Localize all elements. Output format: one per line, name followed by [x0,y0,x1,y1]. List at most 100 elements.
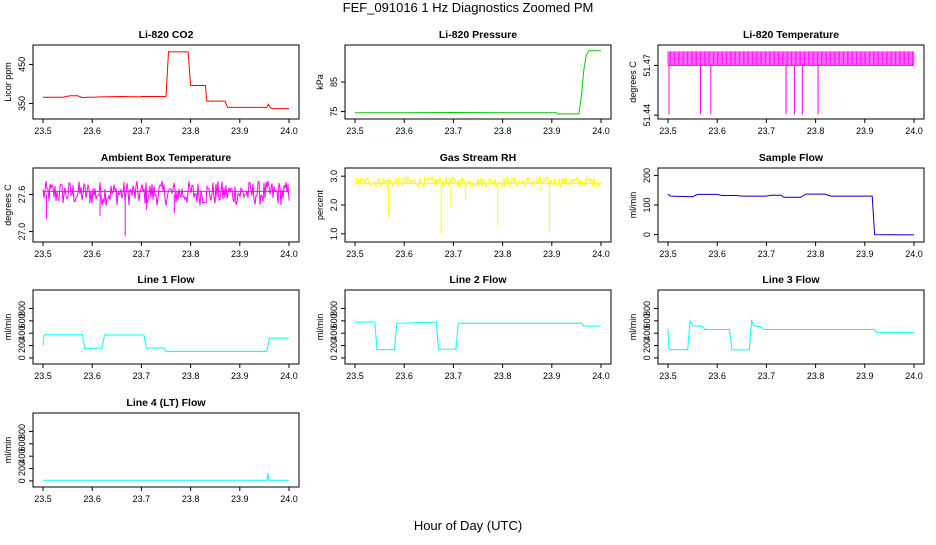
panel-title: Li-820 Temperature [743,29,839,41]
panel-title: Line 1 Flow [137,274,195,286]
panel-frame [32,412,300,488]
x-tick-label: 24.0 [280,371,298,381]
y-tick-label: 400 [17,449,27,464]
panel-frame [344,44,612,120]
y-tick-label: 27.6 [17,186,27,204]
y-tick-label: 0 [17,355,27,360]
x-tick-label: 24.0 [280,494,298,504]
y-axis-label: ml/min [3,437,13,464]
y-tick-label: 600 [329,313,339,328]
panel-ambient-box-temperature: Ambient Box Temperature degrees C 23.5 23.6… [3,152,300,259]
x-tick-label: 23.6 [83,494,101,504]
y-tick-label: 600 [17,436,27,451]
y-axis-label: degrees C [3,184,13,226]
y-axis-label: ml/min [628,192,638,219]
x-tick-label: 23.7 [445,249,463,259]
y-tick-label: 0 [642,232,652,237]
y-tick-label: 0 [329,355,339,360]
x-tick-label: 23.9 [231,249,249,259]
panel-li-820-pressure: Li-820 Pressure kPa 23.5 23.6 23.7 23.8 23.9 24… [315,29,612,136]
series-line [667,318,914,351]
panel-title: Line 3 Flow [762,274,820,286]
x-tick-label: 23.6 [708,249,726,259]
x-tick-label: 23.7 [445,371,463,381]
panel-frame [32,167,300,243]
panel-title: Line 2 Flow [449,274,507,286]
data-lines [667,51,915,115]
x-tick-label: 23.5 [346,249,364,259]
x-tick-label: 23.9 [231,494,249,504]
x-tick-label: 23.7 [445,126,463,136]
figure-title: FEF_091016 1 Hz Diagnostics Zoomed PM [342,0,594,15]
x-tick-label: 23.5 [34,249,52,259]
x-tick-label: 24.0 [280,249,298,259]
y-tick-label: 350 [17,96,27,111]
y-tick-label: 400 [329,326,339,341]
data-lines [355,321,601,351]
panel-frame [657,167,925,243]
panel-title: Li-820 Pressure [439,29,517,41]
panel-frame [657,289,925,365]
panel-line-4-lt-flow: Line 4 (LT) Flow ml/min 23.5 23.6 23.7 23.8 23… [3,397,300,504]
panel-line-2-flow: Line 2 Flow ml/min 23.5 23.6 23.7 23.8 23.9 24.… [315,274,612,381]
panel-gas-stream-rh: Gas Stream RH percent 23.5 23.6 23.7 23.8 23.9… [315,152,612,259]
y-tick-label: 200 [17,461,27,476]
data-lines [42,180,290,237]
series-line [43,472,289,481]
y-tick-label: 800 [329,301,339,316]
series-line [43,51,289,110]
x-tick-label: 23.9 [856,371,874,381]
panel-frame [32,289,300,365]
y-tick-label: 800 [17,301,27,316]
noise-mark [42,180,290,206]
x-tick-label: 23.7 [133,126,151,136]
panel-title: Line 4 (LT) Flow [126,397,206,409]
panel-title: Gas Stream RH [440,152,516,164]
y-tick-label: 400 [642,326,652,341]
panel-line-3-flow: Line 3 Flow ml/min 23.5 23.6 23.7 23.8 23.9 24.… [628,274,925,381]
y-tick-label: 200 [17,338,27,353]
y-tick-label: 51.44 [642,104,652,127]
y-axis-label: percent [315,189,325,220]
x-tick-label: 23.6 [395,371,413,381]
data-lines [355,50,601,115]
x-tick-label: 23.8 [494,126,512,136]
y-tick-label: 200 [642,168,652,183]
x-tick-label: 23.8 [494,249,512,259]
data-lines [667,193,915,236]
panel-li-820-temperature: Li-820 Temperature degrees C 23.5 23.6 23.7 2… [628,29,925,136]
x-tick-label: 24.0 [592,126,610,136]
x-tick-label: 23.5 [346,371,364,381]
x-axis-caption: Hour of Day (UTC) [413,518,523,533]
x-tick-label: 23.9 [543,126,561,136]
panel-title: Ambient Box Temperature [101,152,232,164]
data-lines [667,318,914,351]
y-tick-label: 27.0 [17,223,27,241]
y-axis-label: ml/min [315,314,325,341]
y-tick-label: 200 [642,338,652,353]
data-lines [43,51,289,110]
data-lines [43,472,289,481]
series-line [355,50,601,115]
data-lines [42,334,289,352]
x-tick-label: 23.6 [83,371,101,381]
y-axis-label: kPa [315,74,325,90]
x-tick-label: 24.0 [280,126,298,136]
x-tick-label: 24.0 [905,371,923,381]
x-tick-label: 24.0 [592,371,610,381]
y-tick-label: 51.47 [642,54,652,77]
y-tick-label: 600 [17,313,27,328]
x-tick-label: 23.8 [182,249,200,259]
x-tick-label: 23.5 [346,126,364,136]
x-tick-label: 23.9 [543,371,561,381]
y-tick-label: 200 [329,338,339,353]
x-tick-label: 23.5 [34,494,52,504]
y-axis-label: Licor ppm [3,62,13,102]
x-tick-label: 23.9 [231,126,249,136]
y-axis-label: degrees C [628,61,638,103]
x-tick-label: 23.7 [133,494,151,504]
x-tick-label: 23.5 [659,371,677,381]
y-tick-label: 3.0 [329,170,339,183]
panel-line-1-flow: Line 1 Flow ml/min 23.5 23.6 23.7 23.8 23.9 24.… [3,274,300,381]
